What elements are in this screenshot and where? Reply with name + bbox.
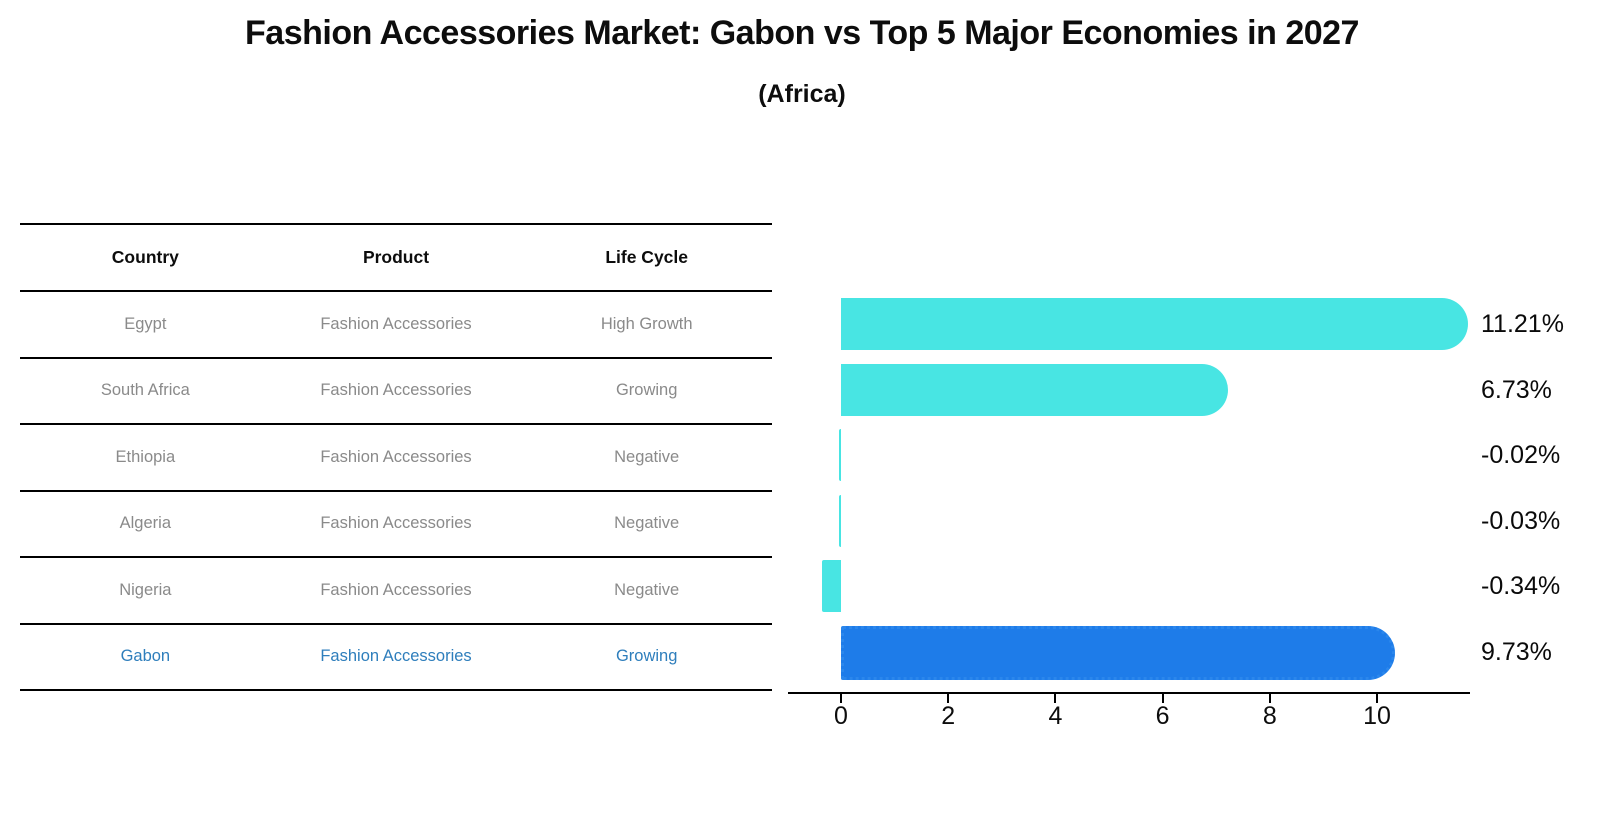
x-tick-mark <box>1268 694 1271 703</box>
cell-country: Nigeria <box>119 580 172 599</box>
bar-value-label: -0.02% <box>1481 441 1561 469</box>
cell-country: Egypt <box>124 314 167 333</box>
col-header-life-cycle: Life Cycle <box>605 247 689 267</box>
cell-country: Gabon <box>120 647 171 666</box>
cell-country: Algeria <box>119 514 172 533</box>
table-row: Gabon Fashion Accessories Growing <box>20 625 772 691</box>
cell-product: Fashion Accessories <box>320 514 472 533</box>
table-row: South Africa Fashion Accessories Growing <box>20 359 772 425</box>
cell-country: Ethiopia <box>115 447 176 466</box>
cell-product: Fashion Accessories <box>320 447 472 466</box>
x-tick-mark <box>840 694 842 703</box>
cell-life-cycle: High Growth <box>600 314 693 333</box>
col-header-country: Country <box>111 247 179 267</box>
x-tick-mark <box>1054 694 1057 703</box>
bar-south-africa <box>841 363 1228 416</box>
x-axis-line <box>788 692 1470 694</box>
bar-value-label: 6.73% <box>1481 375 1552 404</box>
table-row: Ethiopia Fashion Accessories Negative <box>20 425 772 492</box>
bar-value-label: 9.73% <box>1481 637 1552 666</box>
col-header-product: Product <box>362 247 430 267</box>
x-tick-label: 2 <box>941 702 956 730</box>
cell-product: Fashion Accessories <box>320 381 472 400</box>
bar-value-label: -0.03% <box>1481 506 1561 535</box>
x-tick-mark <box>947 694 950 703</box>
x-tick-mark <box>1376 694 1378 703</box>
cell-life-cycle: Negative <box>614 447 680 466</box>
bar-value-label: 11.21% <box>1481 310 1564 338</box>
table-row: Algeria Fashion Accessories Negative <box>20 492 772 558</box>
cell-life-cycle: Growing <box>615 381 678 400</box>
cell-life-cycle: Negative <box>614 580 680 599</box>
bar-egypt <box>841 298 1468 350</box>
cell-product: Fashion Accessories <box>320 314 472 333</box>
table-header-row: Country Product Life Cycle <box>20 225 772 292</box>
x-tick-label: 0 <box>834 702 848 730</box>
bar-algeria <box>838 494 841 547</box>
bar-gabon <box>841 625 1395 680</box>
chart-subtitle: (Africa) <box>758 80 846 108</box>
x-tick-mark <box>1161 694 1164 703</box>
chart-title: Fashion Accessories Market: Gabon vs Top… <box>245 14 1359 52</box>
table-row: Egypt Fashion Accessories High Growth <box>20 292 772 359</box>
x-tick-label: 6 <box>1155 702 1170 730</box>
cell-product: Fashion Accessories <box>320 580 472 599</box>
cell-life-cycle: Growing <box>615 647 678 666</box>
bar-nigeria <box>822 560 841 612</box>
cell-life-cycle: Negative <box>614 514 680 533</box>
bar-value-label: -0.34% <box>1481 572 1561 600</box>
country-table: Country Product Life Cycle Egypt Fashion Acc… <box>20 223 772 691</box>
x-tick-label: 10 <box>1363 702 1391 730</box>
cell-product: Fashion Accessories <box>320 647 472 666</box>
x-tick-label: 8 <box>1262 702 1277 730</box>
bar-ethiopia <box>839 429 841 481</box>
x-tick-label: 4 <box>1048 702 1063 730</box>
cell-country: South Africa <box>100 381 190 400</box>
table-row: Nigeria Fashion Accessories Negative <box>20 558 772 625</box>
